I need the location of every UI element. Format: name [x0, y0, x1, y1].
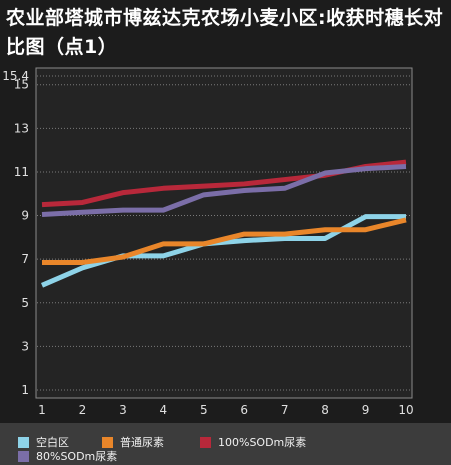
legend-swatch: [18, 450, 29, 462]
x-tick-label: 9: [362, 403, 370, 417]
x-tick-label: 2: [79, 403, 87, 417]
legend-item: 100%SODm尿素: [200, 434, 306, 450]
y-tick-label: 7: [21, 252, 29, 266]
x-tick-label: 4: [160, 403, 168, 417]
series-line-4: [41, 163, 407, 217]
x-tick-label: 5: [200, 403, 208, 417]
legend-swatch: [102, 436, 113, 448]
y-tick-label: 1: [21, 383, 29, 397]
legend: 空白区 普通尿素 100%SODm尿素 80%SODm尿素: [0, 423, 451, 465]
grid-lines: [37, 75, 411, 391]
y-tick-label: 5: [21, 296, 29, 310]
legend-label: 空白区: [36, 436, 69, 449]
x-tick-labels: 1 2 3 4 5 6 7 8 9 10: [38, 403, 413, 417]
y-tick-label: 13: [14, 121, 29, 135]
series-lines: [41, 159, 407, 288]
y-tick-label: 11: [14, 165, 29, 179]
x-tick-label: 6: [240, 403, 248, 417]
chart-title: 农业部塔城市博兹达克农场小麦小区:收获时穗长对比图（点1）: [6, 7, 444, 58]
x-tick-label: 3: [119, 403, 127, 417]
legend-item: 普通尿素: [102, 434, 164, 450]
x-tick-label: 1: [38, 403, 46, 417]
y-tick-label: 9: [21, 209, 29, 223]
legend-item: 空白区: [18, 434, 69, 450]
legend-label: 普通尿素: [120, 436, 164, 449]
plot-area: [35, 67, 413, 399]
series-line-2: [42, 217, 407, 265]
y-tick-label: 3: [21, 339, 29, 353]
y-tick-label: 15: [14, 78, 29, 92]
x-tick-label: 10: [398, 403, 413, 417]
x-tick-label: 8: [321, 403, 329, 417]
x-tick-label: 7: [281, 403, 289, 417]
legend-swatch: [200, 436, 211, 448]
legend-item: 80%SODm尿素: [18, 448, 117, 464]
legend-label: 80%SODm尿素: [36, 450, 118, 463]
legend-swatch: [18, 436, 29, 448]
y-tick-label: 15.4: [2, 69, 29, 83]
legend-label: 100%SODm尿素: [218, 436, 307, 449]
